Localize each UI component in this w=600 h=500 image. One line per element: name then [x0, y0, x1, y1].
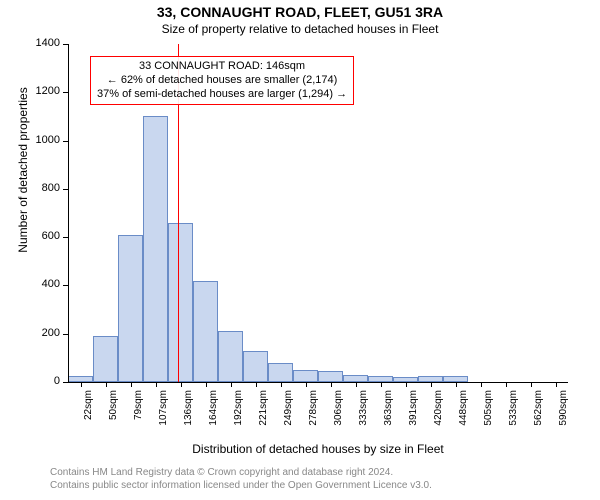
histogram-bar	[143, 116, 168, 382]
x-tick-label: 22sqm	[83, 390, 94, 440]
histogram-bar	[318, 371, 343, 382]
y-tick-label: 1400	[24, 37, 60, 49]
x-tick-label: 420sqm	[433, 390, 444, 440]
x-tick-label: 107sqm	[158, 390, 169, 440]
histogram-bar	[268, 363, 293, 382]
x-tick-label: 79sqm	[133, 390, 144, 440]
x-tick-label: 221sqm	[258, 390, 269, 440]
histogram-bar	[243, 351, 268, 382]
x-tick-label: 533sqm	[508, 390, 519, 440]
annotation-line-3: 37% of semi-detached houses are larger (…	[97, 88, 347, 102]
histogram-chart: 33, CONNAUGHT ROAD, FLEET, GU51 3RA Size…	[0, 0, 600, 500]
histogram-bar	[218, 331, 243, 382]
y-tick-label: 0	[24, 375, 60, 387]
annotation-line-2: ← 62% of detached houses are smaller (2,…	[97, 74, 347, 88]
x-tick-label: 505sqm	[483, 390, 494, 440]
footer-line-2: Contains public sector information licen…	[50, 479, 432, 492]
histogram-bar	[293, 370, 318, 382]
y-tick-label: 1200	[24, 85, 60, 97]
y-axis-label: Number of detached properties	[16, 30, 30, 310]
x-tick-label: 192sqm	[233, 390, 244, 440]
histogram-bar	[93, 336, 118, 382]
histogram-bar	[343, 375, 368, 382]
y-tick-label: 200	[24, 327, 60, 339]
x-tick-label: 306sqm	[333, 390, 344, 440]
x-tick-label: 391sqm	[408, 390, 419, 440]
chart-subtitle: Size of property relative to detached ho…	[0, 22, 600, 36]
histogram-bar	[193, 281, 218, 382]
y-tick-label: 800	[24, 182, 60, 194]
x-tick-label: 333sqm	[358, 390, 369, 440]
y-tick-label: 1000	[24, 134, 60, 146]
x-tick-label: 562sqm	[533, 390, 544, 440]
histogram-bar	[118, 235, 143, 382]
x-tick-label: 363sqm	[383, 390, 394, 440]
x-tick-label: 50sqm	[108, 390, 119, 440]
y-tick-label: 400	[24, 278, 60, 290]
histogram-bar	[168, 223, 193, 382]
footer-text: Contains HM Land Registry data © Crown c…	[50, 466, 432, 492]
x-axis-label: Distribution of detached houses by size …	[68, 442, 568, 456]
x-tick-label: 590sqm	[558, 390, 569, 440]
annotation-line-1: 33 CONNAUGHT ROAD: 146sqm	[97, 60, 347, 74]
footer-line-1: Contains HM Land Registry data © Crown c…	[50, 466, 432, 479]
x-tick-label: 136sqm	[183, 390, 194, 440]
x-tick-label: 164sqm	[208, 390, 219, 440]
y-tick-label: 600	[24, 230, 60, 242]
x-tick-label: 448sqm	[458, 390, 469, 440]
chart-title: 33, CONNAUGHT ROAD, FLEET, GU51 3RA	[0, 4, 600, 20]
x-tick-label: 278sqm	[308, 390, 319, 440]
x-tick-label: 249sqm	[283, 390, 294, 440]
annotation-box: 33 CONNAUGHT ROAD: 146sqm ← 62% of detac…	[90, 56, 354, 105]
